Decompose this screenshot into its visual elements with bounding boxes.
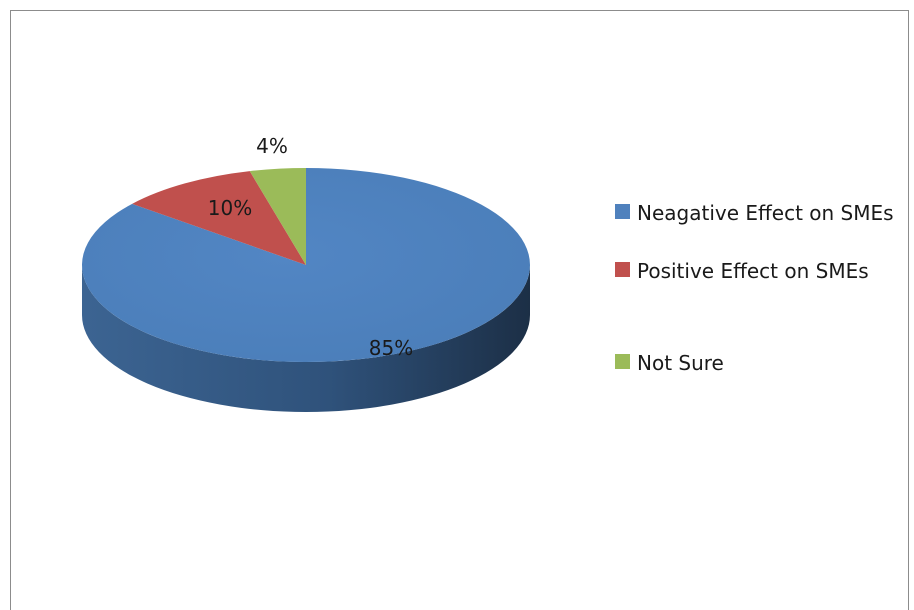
pie-slice-not-sure [249,168,306,265]
legend-label-positive: Positive Effect on SMEs [637,259,869,283]
data-label-not-sure: 4% [256,134,288,158]
legend-label-not-sure: Not Sure [637,351,724,375]
data-label-positive: 10% [208,196,252,220]
legend: Neagative Effect on SMEs Positive Effect… [615,196,907,380]
legend-swatch-negative [615,204,630,219]
legend-item-positive: Positive Effect on SMEs [615,254,907,288]
data-label-negative: 85% [369,336,413,360]
legend-item-negative: Neagative Effect on SMEs [615,196,907,230]
pie-sides [82,265,530,412]
pie-slice-negative [81,168,531,363]
pie-tops [81,168,531,363]
pie-side-negative [82,265,530,412]
legend-swatch-positive [615,262,630,277]
legend-swatch-not-sure [615,354,630,369]
pie-labels: 85% 10% 4% [208,134,413,360]
legend-item-not-sure: Not Sure [615,346,907,380]
pie-slice-positive [132,171,306,265]
legend-label-negative: Neagative Effect on SMEs [637,201,894,225]
